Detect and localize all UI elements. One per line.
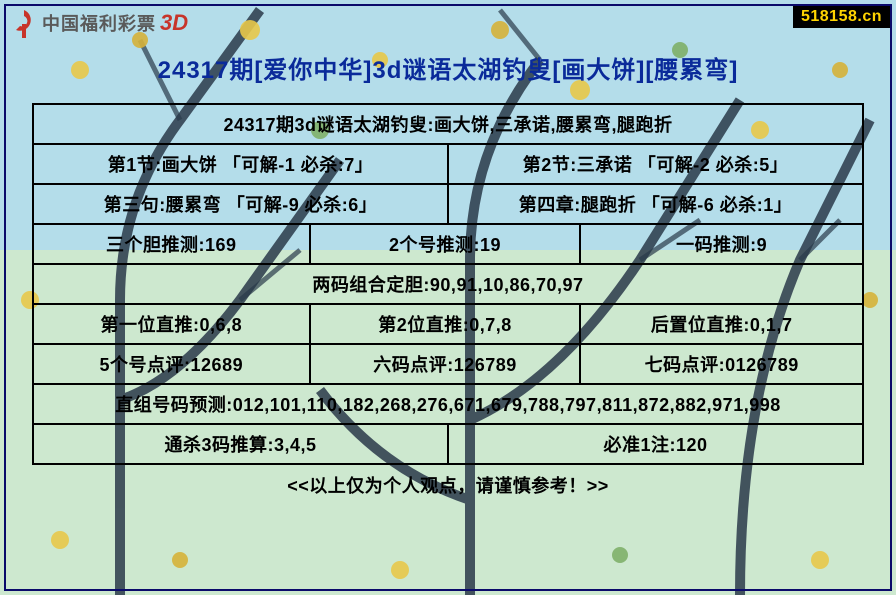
logo: 中国福利彩票 3D <box>10 8 188 38</box>
cell-review7: 七码点评:0126789 <box>580 344 863 384</box>
main-content: 24317期[爱你中华]3d谜语太湖钓叟[画大饼][腰累弯] 24317期3d谜… <box>4 50 892 591</box>
logo-icon <box>10 8 38 38</box>
cell-pos3: 后置位直推:0,1,7 <box>580 304 863 344</box>
cell-section4: 第四章:腿跑折 「可解-6 必杀:1」 <box>448 184 863 224</box>
cell-section1: 第1节:画大饼 「可解-1 必杀:7」 <box>33 144 448 184</box>
cell-guess3: 三个胆推测:169 <box>33 224 310 264</box>
logo-suffix: 3D <box>160 10 188 36</box>
cell-kill3: 通杀3码推算:3,4,5 <box>33 424 448 464</box>
watermark: 518158.cn <box>793 6 890 28</box>
cell-review6: 六码点评:126789 <box>310 344 581 384</box>
cell-sure1: 必准1注:120 <box>448 424 863 464</box>
cell-review5: 5个号点评:12689 <box>33 344 310 384</box>
cell-guess2: 2个号推测:19 <box>310 224 581 264</box>
footer-note: <<以上仅为个人观点，请谨慎参考！>> <box>33 464 863 504</box>
page-title: 24317期[爱你中华]3d谜语太湖钓叟[画大饼][腰累弯] <box>158 50 739 85</box>
cell-guess1: 一码推测:9 <box>580 224 863 264</box>
cell-section3: 第三句:腰累弯 「可解-9 必杀:6」 <box>33 184 448 224</box>
cell-pairs: 两码组合定胆:90,91,10,86,70,97 <box>33 264 863 304</box>
row-header: 24317期3d谜语太湖钓叟:画大饼,三承诺,腰累弯,腿跑折 <box>33 104 863 144</box>
prediction-table: 24317期3d谜语太湖钓叟:画大饼,三承诺,腰累弯,腿跑折 第1节:画大饼 「… <box>32 103 864 504</box>
cell-section2: 第2节:三承诺 「可解-2 必杀:5」 <box>448 144 863 184</box>
cell-combos: 直组号码预测:012,101,110,182,268,276,671,679,7… <box>33 384 863 424</box>
cell-pos1: 第一位直推:0,6,8 <box>33 304 310 344</box>
cell-pos2: 第2位直推:0,7,8 <box>310 304 581 344</box>
logo-brand-text: 中国福利彩票 <box>42 10 156 36</box>
